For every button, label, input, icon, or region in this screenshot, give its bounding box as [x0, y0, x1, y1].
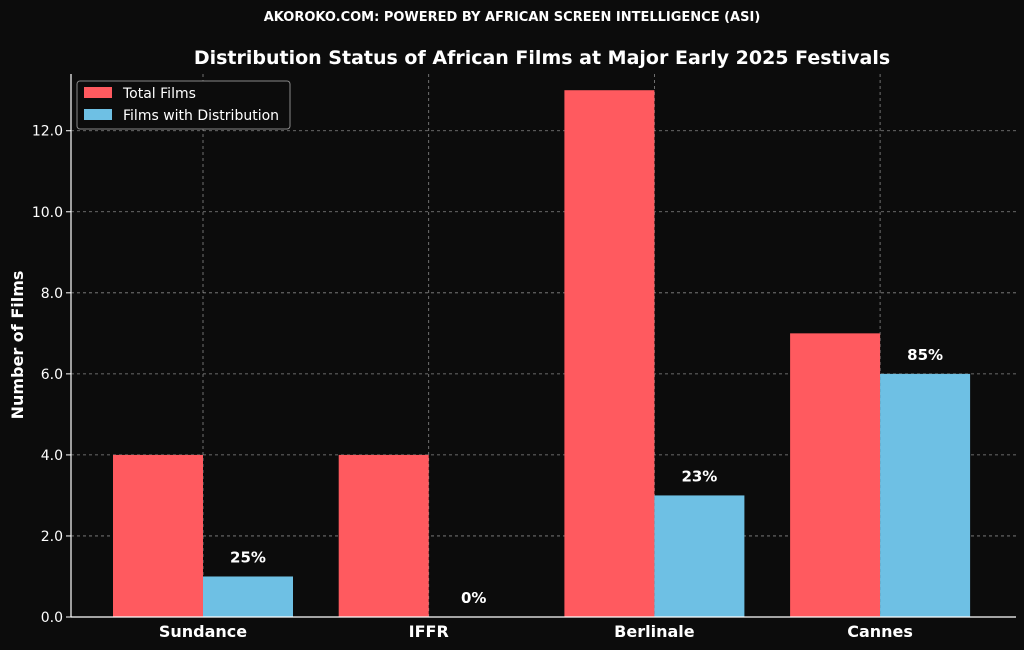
y-tick-label: 0.0: [41, 610, 63, 626]
x-tick-label: Berlinale: [614, 622, 695, 641]
y-tick-label: 12.0: [32, 124, 63, 140]
x-tick-label: Cannes: [847, 622, 913, 641]
y-axis-label: Number of Films: [8, 271, 27, 420]
x-tick-label: Sundance: [159, 622, 247, 641]
bars: [113, 90, 971, 617]
x-tick-label: IFFR: [409, 622, 449, 641]
bar-total-films: [790, 333, 881, 617]
legend-swatch-distribution: [84, 109, 112, 120]
banner-text: AKOROKO.COM: POWERED BY AFRICAN SCREEN I…: [264, 10, 761, 25]
legend: Total Films Films with Distribution: [76, 80, 291, 130]
y-tick-label: 4.0: [41, 448, 63, 464]
legend-swatch-total: [84, 87, 112, 98]
labels: 0.0 2.0 4.0 6.0 8.0 10.0 12.0 25% Sundance 0% IFFR…: [32, 124, 943, 641]
y-tick-label: 6.0: [41, 367, 63, 383]
bar-films-with-distribution: [203, 576, 293, 617]
legend-box: [76, 80, 291, 130]
percent-label: 85%: [907, 346, 943, 364]
bar-total-films: [113, 454, 203, 617]
percent-label: 25%: [230, 548, 266, 566]
y-tick-label: 10.0: [32, 205, 63, 221]
legend-label-total: Total Films: [122, 86, 196, 102]
chart-title: Distribution Status of African Films at …: [194, 47, 890, 69]
bar-films-with-distribution: [654, 495, 745, 617]
bar-total-films: [338, 454, 429, 617]
percent-label: 0%: [461, 589, 486, 607]
percent-label: 23%: [681, 467, 717, 485]
legend-label-distribution: Films with Distribution: [123, 108, 279, 124]
bar-films-with-distribution: [880, 373, 971, 617]
y-tick-label: 2.0: [41, 529, 63, 545]
bar-total-films: [564, 90, 655, 617]
axes: [66, 74, 1016, 618]
y-tick-label: 8.0: [41, 286, 63, 302]
